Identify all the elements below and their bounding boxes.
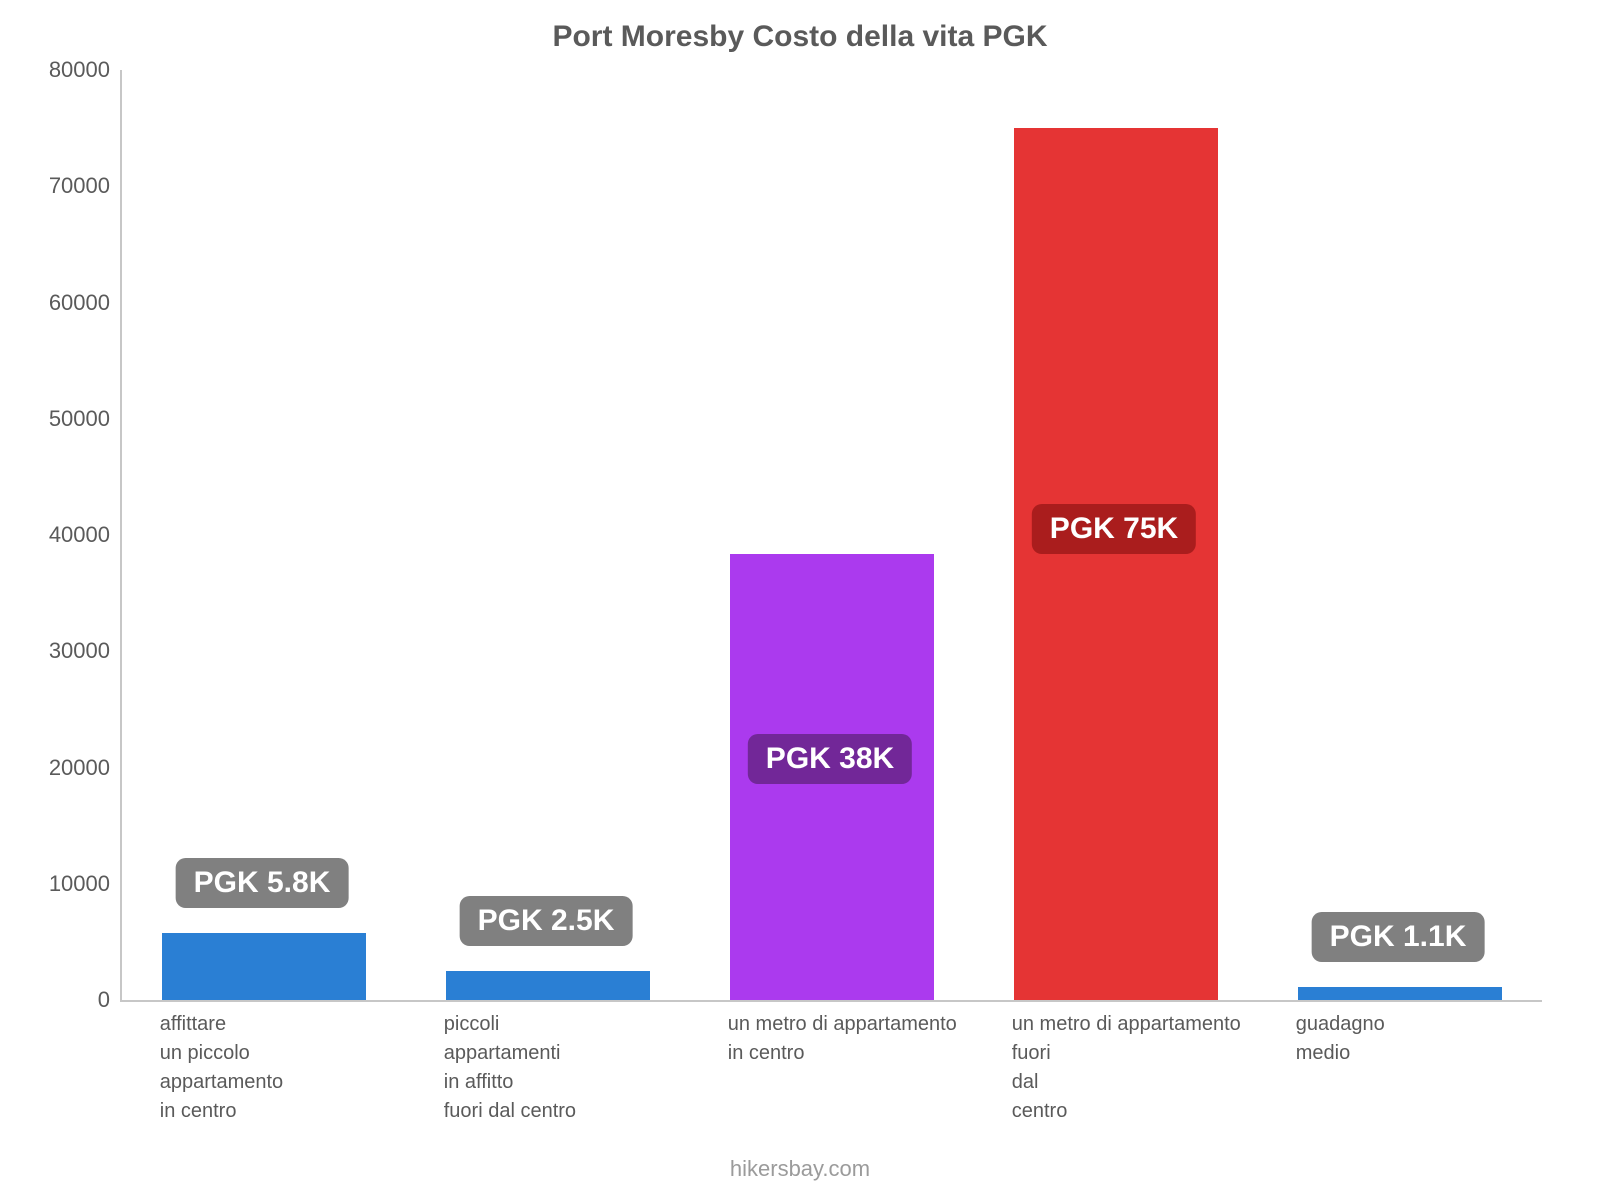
bar-value-label: PGK 2.5K — [460, 896, 633, 946]
chart-title: Port Moresby Costo della vita PGK — [0, 20, 1600, 54]
bar-value-label: PGK 5.8K — [176, 858, 349, 908]
y-tick-label: 20000 — [0, 755, 110, 781]
y-tick-label: 80000 — [0, 57, 110, 83]
y-tick-label: 50000 — [0, 406, 110, 432]
chart-footer: hikersbay.com — [0, 1156, 1600, 1182]
x-category-label: un metro di appartamento fuori dal centr… — [1012, 1010, 1241, 1126]
x-category-label: piccoli appartamenti in affitto fuori da… — [444, 1010, 576, 1126]
y-tick-label: 70000 — [0, 173, 110, 199]
bar-sqm_outside — [1014, 128, 1218, 1000]
y-tick-label: 40000 — [0, 522, 110, 548]
bar-rent_small_center — [162, 933, 366, 1000]
y-tick-label: 0 — [0, 987, 110, 1013]
x-category-label: guadagno medio — [1296, 1010, 1385, 1068]
bar-value-label: PGK 38K — [748, 734, 912, 784]
bar-value-label: PGK 1.1K — [1312, 912, 1485, 962]
y-tick-label: 60000 — [0, 290, 110, 316]
bar-value-label: PGK 75K — [1032, 504, 1196, 554]
x-category-label: affittare un piccolo appartamento in cen… — [160, 1010, 283, 1126]
bar-avg_income — [1298, 987, 1502, 1000]
y-tick-label: 30000 — [0, 638, 110, 664]
y-tick-label: 10000 — [0, 871, 110, 897]
bar-rent_small_outside — [446, 971, 650, 1000]
x-category-label: un metro di appartamento in centro — [728, 1010, 957, 1068]
cost-of-living-chart: Port Moresby Costo della vita PGK hikers… — [0, 0, 1600, 1200]
